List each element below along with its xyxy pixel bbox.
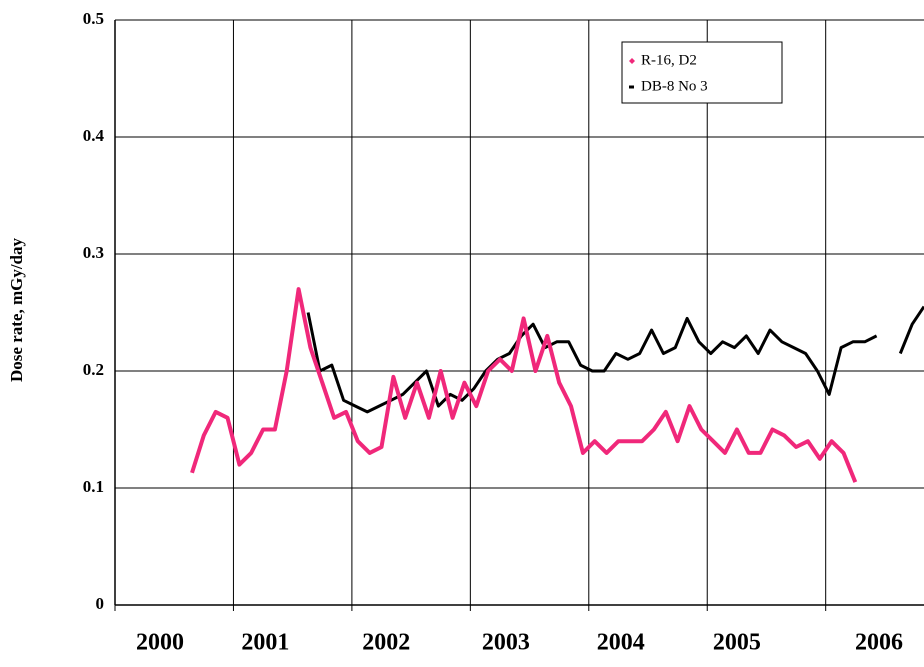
series-line (306, 305, 924, 414)
x-tick-label: 2002 (362, 630, 410, 656)
y-tick-label: 0.4 (83, 126, 105, 145)
legend-marker (629, 85, 634, 89)
x-tick-label: 2001 (241, 630, 289, 656)
y-axis-label: Dose rate, mGy/day (7, 238, 26, 383)
y-tick-label: 0 (96, 594, 105, 613)
legend-label: R-16, D2 (641, 52, 697, 68)
x-tick-label: 2004 (597, 630, 645, 656)
y-tick-label: 0.1 (83, 477, 104, 496)
x-tick-label: 2000 (136, 630, 184, 656)
y-tick-label: 0.5 (83, 9, 104, 28)
x-tick-label: 2003 (482, 630, 530, 656)
legend-label: DB-8 No 3 (641, 78, 708, 94)
series-line (190, 287, 858, 483)
y-tick-label: 0.3 (83, 243, 104, 262)
legend: R-16, D2 DB-8 No 3 (621, 41, 783, 104)
y-tick-label: 0.2 (83, 360, 104, 379)
x-tick-label: 2006 (855, 630, 903, 656)
legend-marker (629, 58, 635, 64)
legend-box (621, 41, 783, 104)
x-tick-label: 2005 (713, 630, 761, 656)
